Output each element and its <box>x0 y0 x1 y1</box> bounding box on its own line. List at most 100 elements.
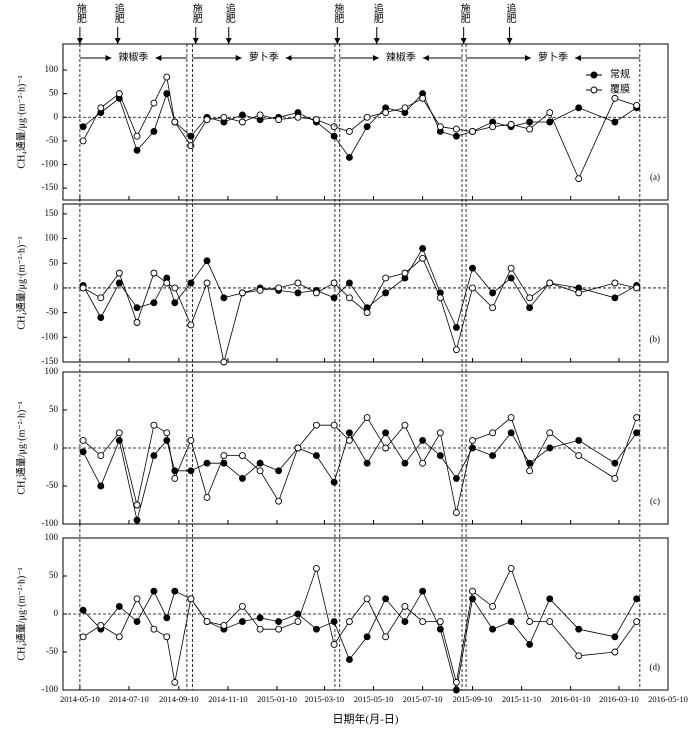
y-tick-label: 50 <box>49 570 59 580</box>
data-point <box>187 467 195 475</box>
data-point <box>345 279 353 287</box>
fertilization-label: 追肥 <box>504 2 516 24</box>
data-point <box>526 467 534 475</box>
series-line <box>82 431 637 521</box>
data-point <box>312 625 320 633</box>
data-point <box>452 678 460 686</box>
data-point <box>546 595 554 603</box>
data-point <box>275 116 283 124</box>
data-point <box>79 633 87 641</box>
data-point <box>220 113 228 121</box>
data-point <box>330 279 338 287</box>
data-point <box>611 294 619 302</box>
data-point <box>238 118 246 126</box>
data-point <box>238 111 246 119</box>
y-tick-label: 50 <box>49 88 59 98</box>
x-tick-label: 2014-07-10 <box>109 694 149 704</box>
data-point <box>452 323 460 331</box>
data-point <box>489 123 497 131</box>
y-tick-label: 50 <box>49 257 59 267</box>
data-point <box>97 452 105 460</box>
data-point <box>469 587 476 595</box>
data-point <box>452 474 460 482</box>
x-tick-label: 2015-11-10 <box>502 694 541 704</box>
y-tick-label: -150 <box>42 182 59 192</box>
data-point <box>546 618 554 626</box>
data-point <box>294 279 302 287</box>
data-point <box>133 516 141 524</box>
data-point <box>163 633 171 641</box>
data-point <box>382 274 390 282</box>
data-point <box>611 94 619 102</box>
data-point <box>345 618 353 626</box>
x-tick-label: 2015-03-10 <box>305 694 345 704</box>
data-point <box>163 429 171 437</box>
data-point <box>611 459 619 467</box>
data-point <box>256 286 264 294</box>
data-point <box>133 618 141 626</box>
data-point <box>150 99 158 107</box>
data-point <box>526 459 534 467</box>
data-point <box>187 595 195 603</box>
y-tick-label: -100 <box>42 518 59 528</box>
data-point <box>97 621 105 629</box>
data-point <box>133 304 141 312</box>
series-line <box>82 92 637 159</box>
data-point <box>97 314 105 322</box>
fertilization-label: 追肥 <box>112 2 124 24</box>
data-point <box>133 132 141 140</box>
fertilization-label: 施肥 <box>190 2 202 24</box>
data-point <box>363 459 371 467</box>
data-point <box>171 467 179 475</box>
data-point <box>256 625 264 633</box>
data-point <box>115 436 123 444</box>
data-point <box>363 113 371 121</box>
data-point <box>330 294 338 302</box>
data-point <box>275 284 283 292</box>
data-point <box>238 474 246 482</box>
data-point <box>489 429 497 437</box>
y-tick-label: -100 <box>42 159 59 169</box>
data-point <box>575 652 583 660</box>
season-label: 萝卜季 <box>249 51 279 63</box>
y-axis-label: CH₄通量/μg·(m⁻²·h)⁻¹ <box>15 567 27 660</box>
data-point <box>256 614 264 622</box>
y-tick-label: 50 <box>49 404 59 414</box>
data-point <box>312 564 320 572</box>
data-point <box>203 116 211 124</box>
x-tick-label: 2015-09-10 <box>453 694 493 704</box>
data-point <box>419 436 427 444</box>
data-point <box>401 104 409 112</box>
x-tick-label: 2014-09-10 <box>159 694 199 704</box>
data-point <box>633 102 641 109</box>
data-point <box>79 137 87 145</box>
data-point <box>611 474 619 482</box>
data-point <box>171 474 179 482</box>
data-point <box>611 633 619 641</box>
data-point <box>294 618 302 626</box>
data-point <box>469 436 476 444</box>
data-point <box>220 452 228 460</box>
fertilization-label: 追肥 <box>223 2 235 24</box>
data-point <box>436 625 444 633</box>
data-point <box>150 587 158 595</box>
data-point <box>203 459 211 467</box>
fertilization-label: 施肥 <box>74 2 86 24</box>
data-point <box>546 429 554 437</box>
data-point <box>294 610 302 618</box>
data-point <box>575 436 583 444</box>
data-point <box>171 299 179 307</box>
y-tick-label: 0 <box>54 282 59 292</box>
data-point <box>220 358 228 366</box>
data-point <box>469 284 476 292</box>
data-point <box>150 625 158 633</box>
data-point <box>633 429 641 437</box>
data-point <box>256 111 264 119</box>
panel-label: (c) <box>650 496 660 506</box>
data-point <box>401 602 409 610</box>
data-point <box>611 118 619 126</box>
data-point <box>611 279 619 287</box>
data-point <box>163 436 171 444</box>
data-point <box>312 452 320 460</box>
data-point <box>115 633 123 641</box>
